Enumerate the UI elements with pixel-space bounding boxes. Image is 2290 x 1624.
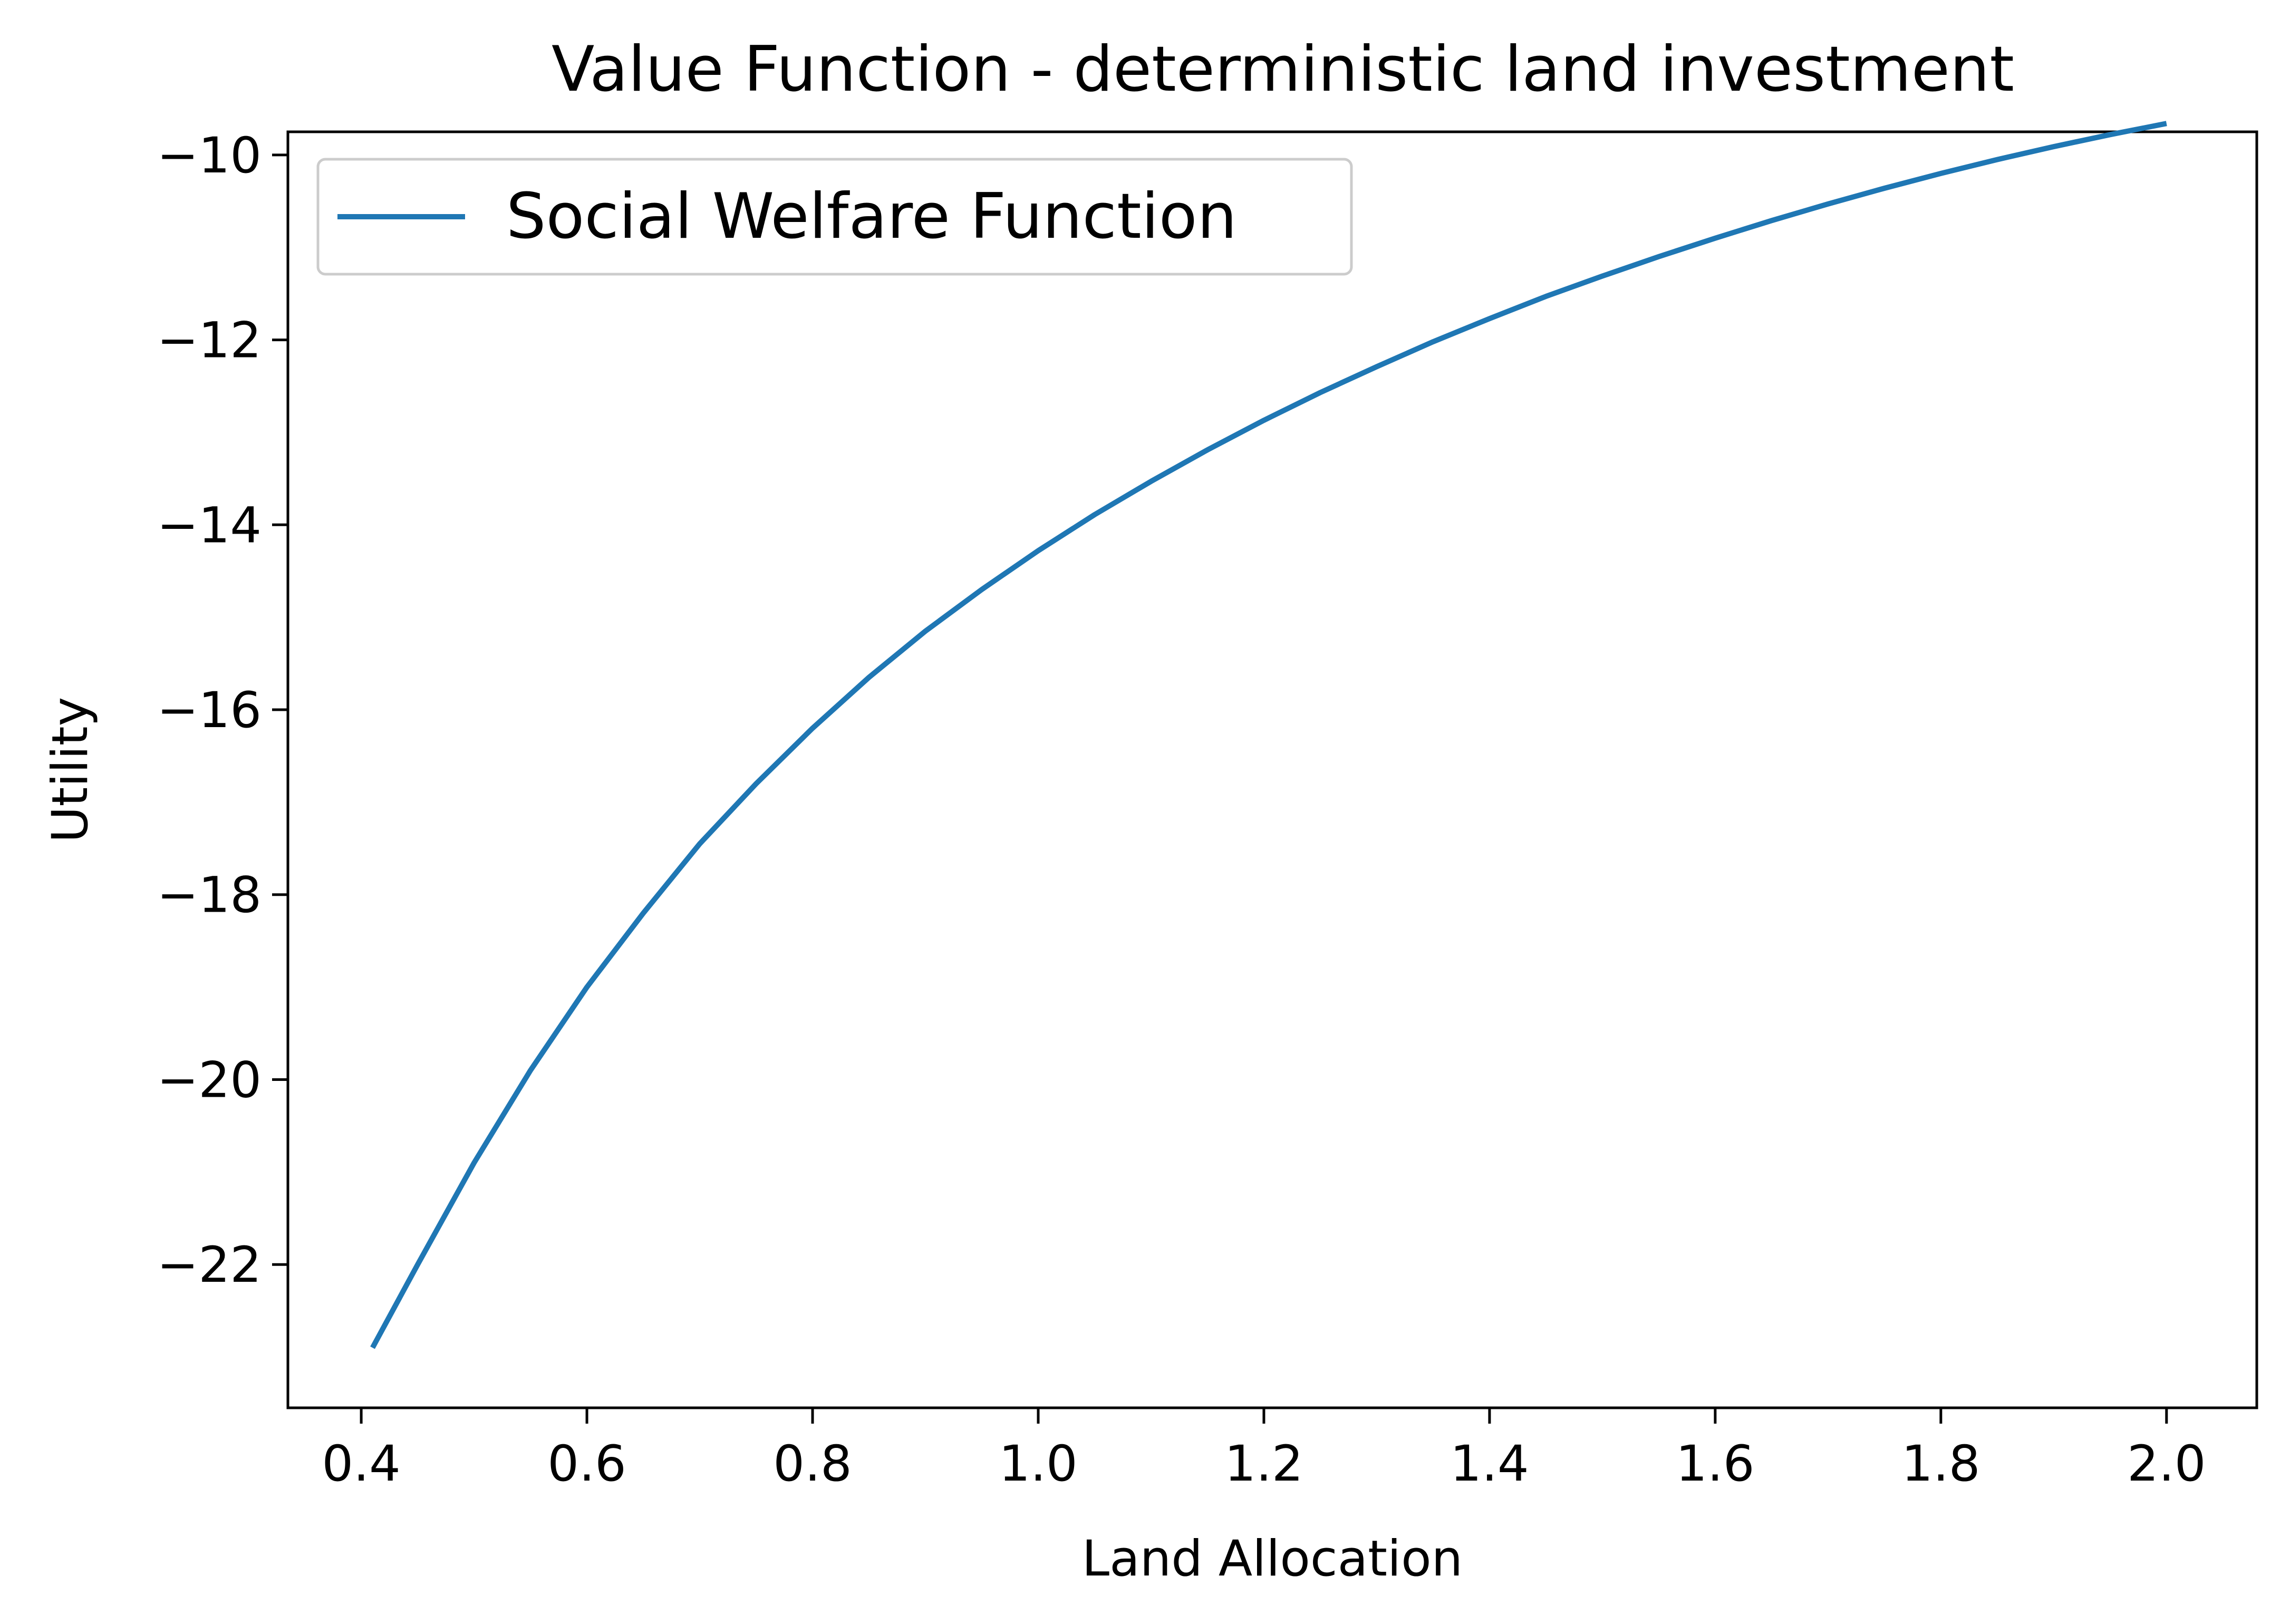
x-tick-label: 0.4 xyxy=(322,1435,401,1493)
y-tick-label: −20 xyxy=(157,1051,262,1109)
y-tick-label: −22 xyxy=(157,1236,262,1294)
axes-frame xyxy=(286,130,2258,1409)
x-tick-label: 1.2 xyxy=(1224,1435,1303,1493)
plot-area xyxy=(286,130,2258,1409)
y-tick-label: −12 xyxy=(157,312,262,370)
series-line-social-welfare-function xyxy=(370,121,2167,1349)
y-tick-label: −10 xyxy=(157,127,262,185)
x-tick-label: 1.0 xyxy=(999,1435,1078,1493)
legend-box xyxy=(316,158,1353,276)
legend-label: Social Welfare Function xyxy=(506,180,1237,253)
chart-title: Value Function - deterministic land inve… xyxy=(552,33,2014,106)
x-tick-label: 1.6 xyxy=(1676,1435,1755,1493)
x-tick-label: 1.4 xyxy=(1450,1435,1529,1493)
y-tick-label: −14 xyxy=(157,497,262,554)
x-axis: 0.4 0.6 0.8 1.0 1.2 1.4 1.6 1.8 2.0 xyxy=(322,1408,2206,1493)
legend: Social Welfare Function xyxy=(316,158,1353,276)
x-tick-label: 1.8 xyxy=(1901,1435,1980,1493)
x-tick-label: 2.0 xyxy=(2127,1435,2206,1493)
y-axis-label: Utility xyxy=(42,697,99,843)
y-tick-label: −16 xyxy=(157,682,262,739)
x-tick-label: 0.8 xyxy=(773,1435,852,1493)
y-axis: −10 −12 −14 −16 −18 −20 −22 xyxy=(157,127,288,1294)
series-layer xyxy=(370,121,2167,1349)
x-axis-label: Land Allocation xyxy=(1082,1530,1463,1588)
y-tick-label: −18 xyxy=(157,867,262,924)
x-tick-label: 0.6 xyxy=(547,1435,626,1493)
